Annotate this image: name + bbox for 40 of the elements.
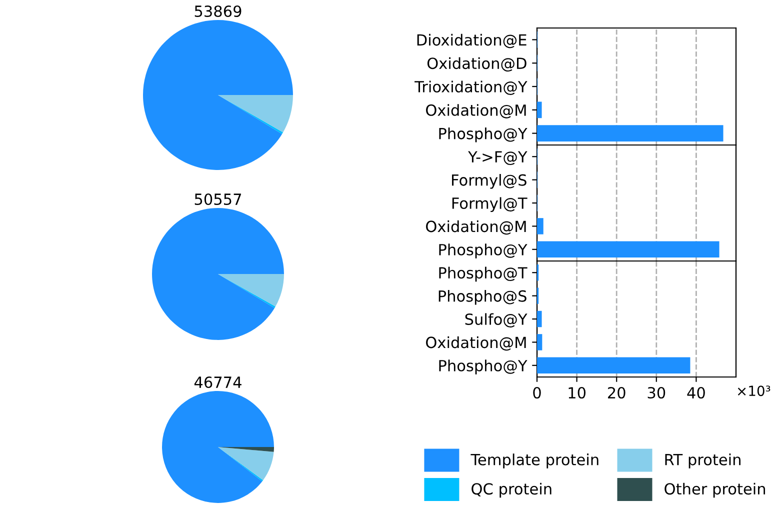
pie-slice xyxy=(218,447,274,480)
chart-title: 50557 xyxy=(194,193,241,206)
y-tick-label: Oxidation@D xyxy=(427,57,526,72)
y-tick-label: Formyl@S xyxy=(452,174,526,189)
pie-slice xyxy=(162,391,274,503)
y-tick-label: Oxidation@M xyxy=(426,104,526,118)
y-tick-label: Sulfo@Y xyxy=(465,313,528,328)
pie-slice xyxy=(218,95,293,132)
legend-label: Template protein xyxy=(470,454,598,468)
pie-slice xyxy=(143,20,293,170)
chart-title: 46774 xyxy=(194,376,242,388)
legend-label: RT protein xyxy=(665,454,740,468)
y-tick-label: Oxidation@M xyxy=(426,336,526,351)
pie-slice xyxy=(218,274,284,307)
chart-title: 53869 xyxy=(194,5,242,18)
text: ×10³ xyxy=(738,386,770,396)
y-tick-label: Oxidation@M xyxy=(426,220,526,235)
bar xyxy=(537,334,542,350)
y-tick-label: Dioxidation@E xyxy=(417,34,526,48)
y-tick-label: Phospho@Y xyxy=(439,127,528,142)
y-tick-label: Phospho@T xyxy=(439,266,528,282)
x-tick-label: 20 xyxy=(608,386,626,399)
pie-slice xyxy=(218,447,274,452)
y-tick-label: Y->F@Y xyxy=(468,151,528,166)
x-tick-label: 30 xyxy=(648,386,666,399)
x-tick-label: 10 xyxy=(568,386,586,399)
pie-slice xyxy=(218,274,276,308)
x-tick-label: 40 xyxy=(687,386,705,399)
legend-label: Other protein xyxy=(664,482,766,498)
y-tick-label: Formyl@T xyxy=(452,197,528,212)
pie-slice xyxy=(218,95,284,134)
y-tick-label: Phospho@Y xyxy=(439,360,528,374)
x-tick-label: 0 xyxy=(533,386,541,399)
y-tick-label: Trioxidation@Y xyxy=(414,80,528,95)
y-tick-label: Phospho@S xyxy=(438,290,526,305)
y-tick-label: Phospho@Y xyxy=(439,244,528,258)
pie-slice xyxy=(152,208,284,340)
legend-label: QC protein xyxy=(472,482,552,498)
bar xyxy=(537,357,690,374)
bar xyxy=(537,310,542,328)
